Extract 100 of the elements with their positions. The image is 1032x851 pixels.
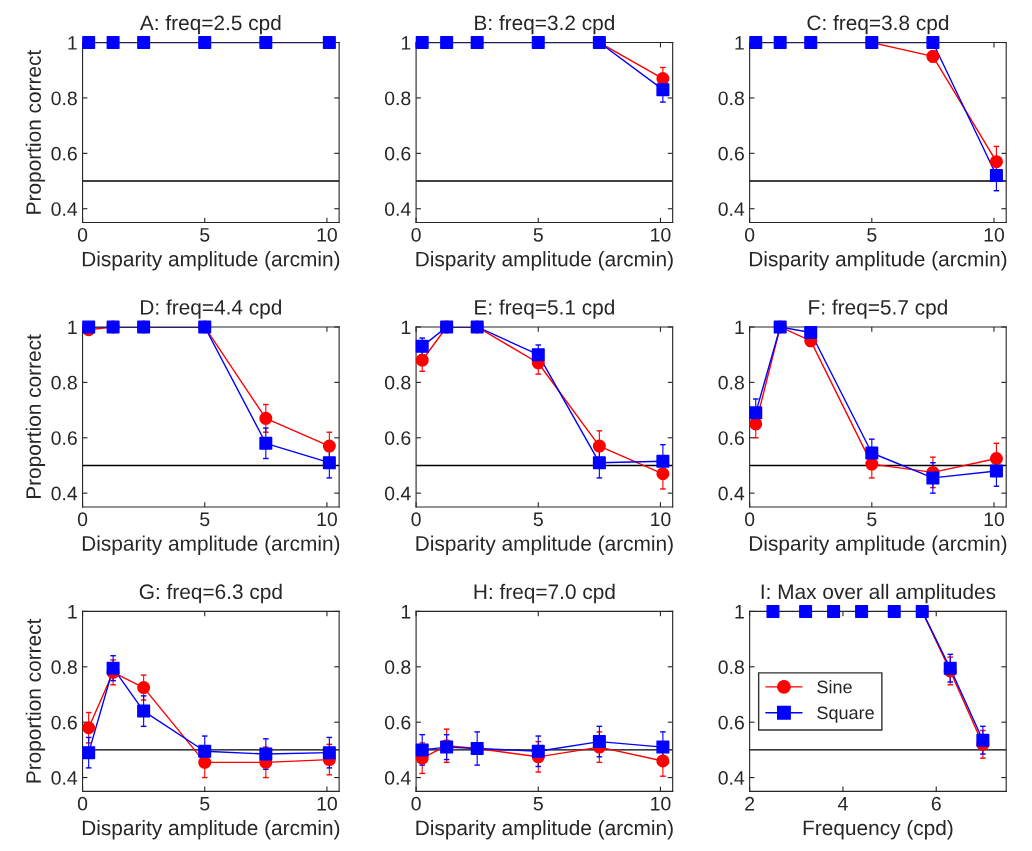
point [415,36,429,50]
x-axis-title: Disparity amplitude (arcmin) [416,819,673,840]
x-tick-label: 10 [651,227,671,242]
point [926,36,940,50]
y-tick-label: 1 [735,605,744,619]
y-tick-label: 0.4 [718,486,745,501]
y-tick-label: 0.6 [718,146,744,161]
x-tick-label: 0 [77,227,88,242]
y-tick-label: 0.8 [51,660,77,675]
chart-title: B: freq=3.2 cpd [475,14,614,35]
x-tick-label: 5 [533,228,543,242]
point [773,36,787,50]
point [137,704,151,718]
point [198,755,212,769]
y-tick-label: 0.8 [718,660,744,675]
y-tick-label: 0.6 [384,715,411,730]
x-tick-label: 6 [931,796,941,811]
point [531,744,545,758]
y-tick-label: 0.6 [51,146,77,161]
x-tick-label: 10 [984,512,1005,527]
x-tick-label: 0 [744,512,755,527]
point [322,746,336,760]
x-axis-title: Disparity amplitude (arcmin) [82,251,340,271]
x-tick-label: 10 [317,796,337,811]
chart-title: A: freq=2.5 cpd [139,14,281,35]
point [989,155,1003,169]
point [766,604,780,618]
point [855,604,869,618]
y-tick-label: 1 [68,320,77,335]
y-tick-label: 0.6 [51,431,77,445]
point [656,740,670,754]
y-axis-title: Proportion correct [25,49,46,214]
y-tick-label: 0.6 [718,715,744,730]
x-tick-label: 10 [317,512,337,527]
point [592,439,606,453]
y-tick-label: 0.4 [718,771,745,785]
point [827,604,841,618]
x-axis-title: Disparity amplitude (arcmin) [416,535,673,555]
y-tick-label: 0.6 [384,146,411,161]
x-axis-title: Disparity amplitude (arcmin) [749,251,1007,271]
point [259,436,273,450]
y-axis-title: Proportion correct [25,618,46,783]
point [592,456,606,470]
y-tick-label: 1 [401,605,411,619]
x-tick-label: 0 [77,796,88,811]
point [656,754,670,768]
point [415,743,429,757]
y-tick-label: 1 [68,36,77,50]
y-tick-label: 0.8 [384,91,411,106]
point [926,471,940,485]
point [322,456,336,470]
x-axis-title: Disparity amplitude (arcmin) [82,819,340,840]
x-tick-label: 5 [200,512,210,527]
chart-title: D: freq=4.4 cpd [141,299,282,319]
x-tick-label: 0 [411,227,421,242]
y-tick-label: 1 [68,605,77,619]
point [989,168,1003,182]
point [137,681,151,695]
x-axis-title: Disparity amplitude (arcmin) [82,535,340,555]
x-tick-label: 5 [200,228,210,242]
y-tick-label: 1 [401,320,411,335]
x-tick-label: 10 [651,512,671,527]
x-tick-label: 5 [867,228,877,242]
point [415,353,429,367]
y-tick-label: 0.6 [718,431,744,445]
y-tick-label: 0.8 [718,375,744,390]
point [804,326,818,340]
y-tick-label: 0.4 [718,202,745,216]
point [470,36,484,50]
point [989,464,1003,478]
y-tick-label: 1 [735,320,744,335]
chart-title: H: freq=7.0 cpd [474,583,615,604]
x-tick-label: 0 [411,512,421,527]
y-tick-label: 0.4 [51,202,78,216]
point [804,36,818,50]
x-tick-label: 2 [745,796,755,811]
y-tick-label: 0.6 [384,431,411,445]
x-tick-label: 0 [77,512,88,527]
point [749,36,763,50]
point [531,36,545,50]
chart-title: F: freq=5.7 cpd [809,299,947,319]
point [799,604,813,618]
point [531,348,545,362]
point [865,446,879,460]
y-tick-label: 0.8 [384,375,411,390]
y-tick-label: 0.6 [51,715,77,730]
y-tick-label: 0.8 [51,375,77,390]
y-tick-label: 0.8 [384,660,411,675]
point [749,406,763,420]
point [440,36,454,50]
point [976,733,990,747]
point [106,661,120,675]
point [82,721,96,735]
y-tick-label: 0.4 [384,202,411,216]
point [887,604,901,618]
chart-title: E: freq=5.1 cpd [475,299,614,319]
y-axis-title: Proportion correct [25,334,46,499]
x-tick-label: 0 [744,227,755,242]
y-tick-label: 0.8 [51,91,77,106]
x-tick-label: 5 [200,797,210,811]
